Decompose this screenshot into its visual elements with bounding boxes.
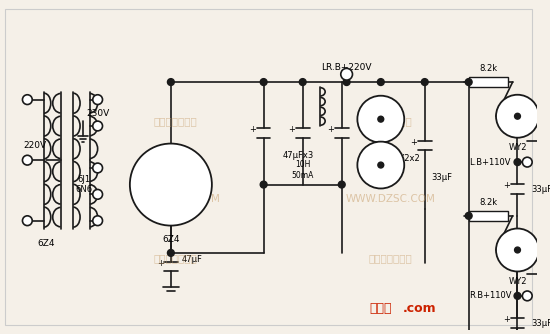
Text: 47μFx3: 47μFx3 (282, 151, 314, 160)
Text: 33μF: 33μF (531, 185, 550, 194)
Text: 8.2k: 8.2k (479, 64, 497, 73)
Text: 接线图: 接线图 (370, 302, 392, 315)
Text: 维库电子市场网: 维库电子市场网 (368, 253, 412, 263)
Text: 33μF: 33μF (431, 173, 452, 182)
Text: 6J1
6N6: 6J1 6N6 (75, 175, 92, 194)
Circle shape (260, 181, 267, 188)
Text: +: + (157, 259, 163, 268)
Circle shape (338, 181, 345, 188)
Text: 6Z4: 6Z4 (37, 239, 54, 247)
Circle shape (341, 68, 353, 80)
Circle shape (496, 228, 539, 272)
Circle shape (93, 121, 102, 131)
Bar (469, 211, 508, 221)
Circle shape (93, 216, 102, 225)
Text: 8.2k: 8.2k (479, 198, 497, 207)
Circle shape (496, 95, 539, 138)
Text: WY2x2: WY2x2 (392, 154, 421, 163)
Circle shape (465, 212, 472, 219)
Text: 33μF: 33μF (531, 319, 550, 328)
Circle shape (167, 78, 174, 86)
Circle shape (299, 78, 306, 86)
Circle shape (93, 189, 102, 199)
Text: WWW.DZSC.COM: WWW.DZSC.COM (131, 194, 221, 204)
Text: .com: .com (403, 302, 437, 315)
Text: +: + (503, 315, 510, 324)
Circle shape (522, 291, 532, 301)
Circle shape (514, 293, 521, 299)
Circle shape (167, 249, 174, 256)
Circle shape (343, 78, 350, 86)
Text: L.B+110V: L.B+110V (469, 158, 510, 167)
Text: 220V: 220V (24, 141, 47, 150)
Circle shape (421, 78, 428, 86)
Circle shape (23, 155, 32, 165)
Text: +: + (250, 125, 256, 134)
Text: WWW.DZSC.COM: WWW.DZSC.COM (345, 194, 436, 204)
Circle shape (378, 116, 384, 122)
Circle shape (465, 78, 472, 86)
Text: 47μF: 47μF (182, 255, 203, 264)
Text: R.B+110V: R.B+110V (469, 291, 511, 300)
Text: LR.B+220V: LR.B+220V (321, 63, 372, 72)
Circle shape (358, 142, 404, 188)
Circle shape (515, 113, 520, 119)
Text: +: + (410, 138, 417, 147)
Text: 维库电子市场网: 维库电子市场网 (368, 116, 412, 126)
Text: 6Z4: 6Z4 (162, 235, 180, 244)
Circle shape (93, 163, 102, 173)
Circle shape (515, 247, 520, 253)
Text: +: + (289, 125, 295, 134)
Bar (469, 77, 508, 87)
Circle shape (377, 78, 384, 86)
Text: 维库电子市场网: 维库电子市场网 (154, 253, 197, 263)
Circle shape (378, 162, 384, 168)
Circle shape (130, 144, 212, 225)
Text: WY2: WY2 (508, 277, 527, 286)
Text: 10H
50mA: 10H 50mA (292, 160, 314, 180)
Text: 维库电子市场网: 维库电子市场网 (154, 116, 197, 126)
Circle shape (514, 159, 521, 166)
Circle shape (23, 95, 32, 105)
Text: +: + (328, 125, 334, 134)
Circle shape (358, 96, 404, 143)
Circle shape (23, 216, 32, 225)
Text: +: + (503, 181, 510, 190)
Text: WY2: WY2 (508, 143, 527, 152)
Circle shape (522, 157, 532, 167)
Circle shape (93, 95, 102, 105)
Circle shape (260, 78, 267, 86)
Text: 230V: 230V (86, 109, 109, 118)
